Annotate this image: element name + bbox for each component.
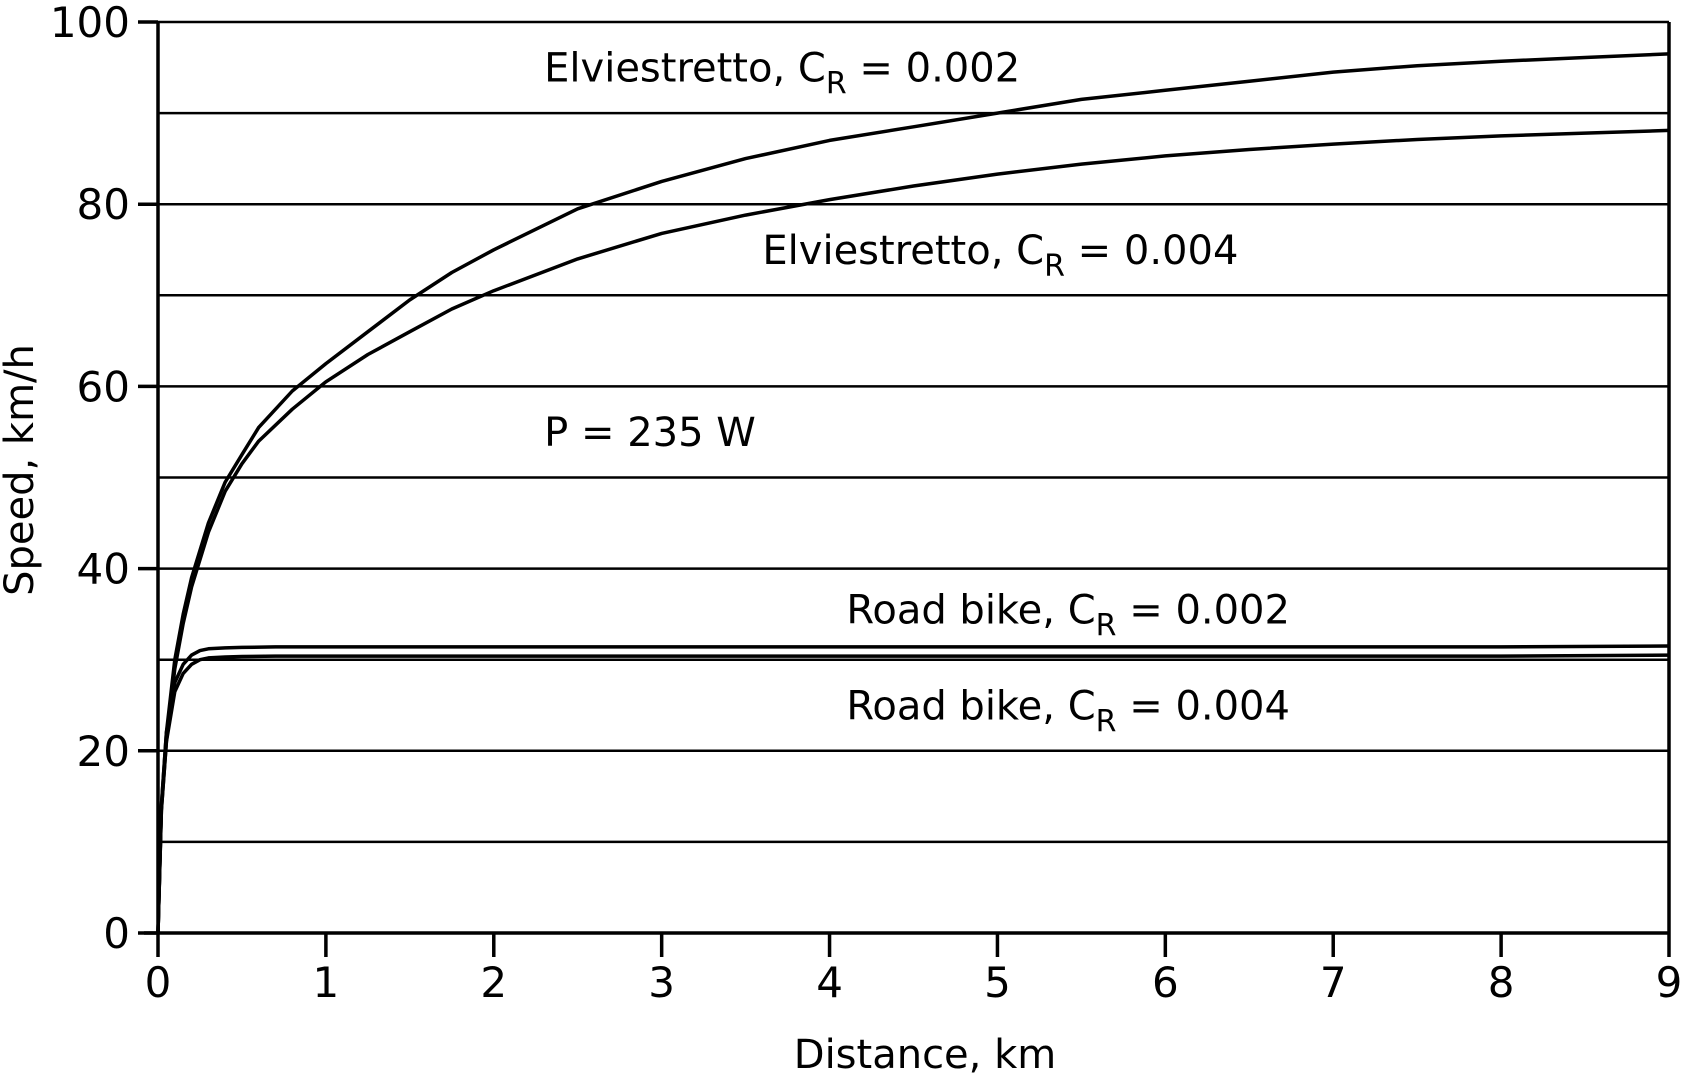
x-tick-label: 6: [1152, 958, 1179, 1007]
x-tick-label: 9: [1656, 958, 1681, 1007]
y-tick-label: 20: [77, 727, 130, 776]
annotations: Elviestretto, CR = 0.002 Elviestretto, CR…: [544, 46, 1290, 740]
annotation-5: Road bike, CR = 0.004: [846, 683, 1290, 739]
x-tick-label: 3: [648, 958, 675, 1007]
x-tick-label: 7: [1320, 958, 1347, 1007]
y-tick-label: 40: [77, 545, 130, 594]
annotation-2: Elviestretto, CR = 0.004: [762, 228, 1238, 284]
x-tick-label: 0: [145, 958, 172, 1007]
y-tick-label: 100: [50, 0, 130, 47]
x-tick-label: 1: [313, 958, 340, 1007]
grid-lines: [158, 20, 1669, 844]
series-line-2: [156, 128, 1670, 934]
annotation-1: Elviestretto, CR = 0.002: [544, 46, 1020, 102]
y-tick-label: 80: [77, 180, 130, 229]
x-axis-label: Distance, km: [794, 1032, 1056, 1078]
series-lines: [156, 52, 1670, 934]
y-tick-label: 60: [77, 362, 130, 411]
x-tick-label: 2: [480, 958, 507, 1007]
y-axis-label: Speed, km/h: [0, 344, 43, 596]
axes: [144, 22, 1671, 935]
x-tick-label: 8: [1488, 958, 1515, 1007]
annotation-4: Road bike, CR = 0.002: [846, 588, 1290, 644]
tick-labels: 0 1 2 3 4 5 6 7 8 9 0 20 40 60 80 100: [50, 0, 1681, 1007]
y-tick-label: 0: [103, 909, 130, 958]
series-line-1: [156, 52, 1670, 934]
x-tick-label: 4: [816, 958, 843, 1007]
series-line-4: [156, 653, 1670, 934]
series-line-3: [156, 644, 1670, 934]
annotation-3: P = 235 W: [544, 410, 756, 456]
x-tick-label: 5: [984, 958, 1011, 1007]
